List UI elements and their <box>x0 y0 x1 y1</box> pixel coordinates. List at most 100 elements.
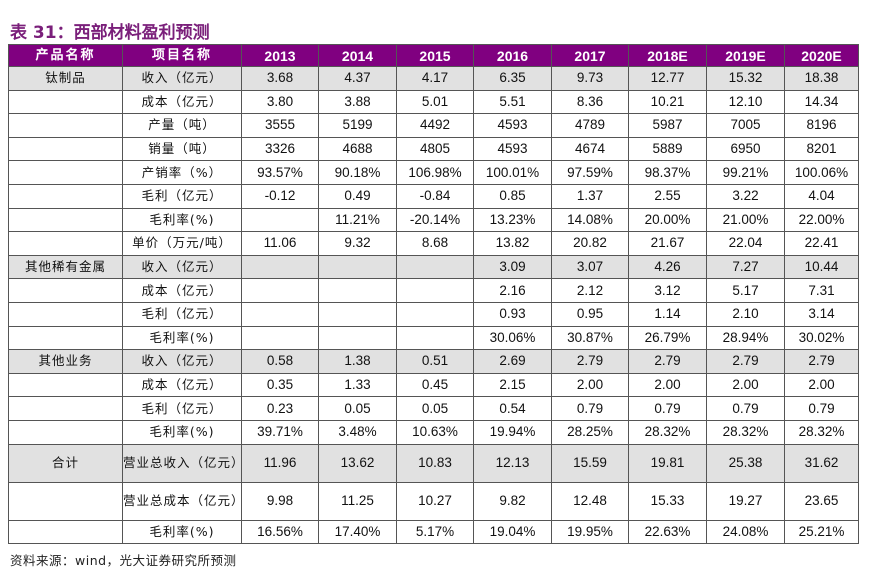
value-cell: 25.38 <box>706 443 785 483</box>
column-header: 项目名称 <box>122 44 242 67</box>
product-name-cell <box>8 519 123 545</box>
value-cell: 14.34 <box>784 89 859 115</box>
table-row: 毛利（亿元） 0.23 0.05 0.05 0.54 0.79 0.79 0.79 0.79 <box>8 396 859 421</box>
item-name-cell: 单价（万元/吨） <box>122 231 242 256</box>
value-cell: 7.27 <box>706 254 785 280</box>
value-cell: 99.21% <box>706 160 785 185</box>
value-cell: 90.18% <box>318 160 397 185</box>
value-cell: 19.95% <box>551 519 629 545</box>
column-header: 2016 <box>473 44 552 67</box>
column-header: 2014 <box>318 44 397 67</box>
value-cell: 2.00 <box>628 372 707 398</box>
value-cell: 3.07 <box>551 254 629 280</box>
value-cell: 14.08% <box>551 207 629 233</box>
value-cell: 5.51 <box>473 89 552 115</box>
value-cell: 0.54 <box>473 396 552 421</box>
value-cell: 3.48% <box>318 419 397 445</box>
value-cell: 93.57% <box>241 160 319 185</box>
value-cell: 4805 <box>396 136 474 162</box>
item-name-cell: 营业总收入（亿元） <box>122 443 244 483</box>
value-cell <box>241 207 319 233</box>
table-row: 成本（亿元） 2.16 2.12 3.12 5.17 7.31 <box>8 278 859 303</box>
value-cell: 3555 <box>241 113 319 138</box>
header-row: 产品名称 项目名称 2013 2014 2015 2016 2017 2018E 2019E 20… <box>8 44 859 67</box>
item-name-cell: 成本（亿元） <box>122 372 242 398</box>
value-cell: 19.94% <box>473 419 552 445</box>
value-cell: 22.41 <box>784 231 859 256</box>
value-cell: 100.01% <box>473 160 552 185</box>
column-header: 2017 <box>551 44 629 67</box>
value-cell: 9.82 <box>473 481 552 521</box>
table-row: 产量（吨） 3555 5199 4492 4593 4789 5987 7005 8196 <box>8 113 859 138</box>
table-row: 毛利率(%) 11.21% -20.14% 13.23% 14.08% 20.00% 21.… <box>8 207 859 233</box>
value-cell: 28.25% <box>551 419 629 445</box>
item-name-cell: 收入（亿元） <box>122 254 242 280</box>
product-name-cell: 钛制品 <box>8 66 123 91</box>
value-cell: 12.48 <box>551 481 629 521</box>
product-name-cell: 其他稀有金属 <box>8 254 123 280</box>
item-name-cell: 收入（亿元） <box>122 349 242 374</box>
value-cell: 2.55 <box>628 183 707 209</box>
item-name-cell: 毛利（亿元） <box>122 301 242 327</box>
value-cell: 9.32 <box>318 231 397 256</box>
value-cell: 0.95 <box>551 301 629 327</box>
value-cell: 10.83 <box>396 443 474 483</box>
value-cell: 0.58 <box>241 349 319 374</box>
value-cell: 22.00% <box>784 207 859 233</box>
value-cell: 4.04 <box>784 183 859 209</box>
value-cell: 1.33 <box>318 372 397 398</box>
item-name-cell: 成本（亿元） <box>122 278 242 303</box>
value-cell: 2.00 <box>706 372 785 398</box>
value-cell: 19.27 <box>706 481 785 521</box>
value-cell: 5199 <box>318 113 397 138</box>
value-cell: 18.38 <box>784 66 859 91</box>
value-cell: 11.25 <box>318 481 397 521</box>
value-cell: 100.06% <box>784 160 859 185</box>
value-cell: 9.98 <box>241 481 319 521</box>
value-cell: 3.09 <box>473 254 552 280</box>
item-name-cell: 毛利率(%) <box>122 419 242 445</box>
value-cell: 2.00 <box>784 372 859 398</box>
value-cell: 2.79 <box>784 349 859 374</box>
table-row: 单价（万元/吨） 11.06 9.32 8.68 13.82 20.82 21.67 22.0… <box>8 231 859 256</box>
item-name-cell: 毛利率(%) <box>122 207 242 233</box>
value-cell: 4.17 <box>396 66 474 91</box>
value-cell: 17.40% <box>318 519 397 545</box>
value-cell: 20.00% <box>628 207 707 233</box>
item-name-cell: 产销率（%） <box>122 160 242 185</box>
value-cell: 2.12 <box>551 278 629 303</box>
value-cell: 8201 <box>784 136 859 162</box>
value-cell: 3.22 <box>706 183 785 209</box>
value-cell: 24.08% <box>706 519 785 545</box>
value-cell: 2.15 <box>473 372 552 398</box>
value-cell: 10.27 <box>396 481 474 521</box>
value-cell: 13.82 <box>473 231 552 256</box>
column-header: 2013 <box>241 44 319 67</box>
value-cell: 23.65 <box>784 481 859 521</box>
product-name-cell <box>8 231 123 256</box>
value-cell: 0.05 <box>318 396 397 421</box>
product-name-cell: 合计 <box>8 443 123 483</box>
value-cell: 5987 <box>628 113 707 138</box>
value-cell: 4789 <box>551 113 629 138</box>
product-name-cell <box>8 325 123 351</box>
value-cell: 1.14 <box>628 301 707 327</box>
product-name-cell <box>8 136 123 162</box>
product-name-cell <box>8 89 123 115</box>
table-row: 毛利率(%) 16.56% 17.40% 5.17% 19.04% 19.95% 22.63… <box>8 519 859 545</box>
value-cell: 7005 <box>706 113 785 138</box>
product-name-cell <box>8 113 123 138</box>
value-cell: 0.85 <box>473 183 552 209</box>
item-name-cell: 收入（亿元） <box>122 66 242 91</box>
value-cell: 5889 <box>628 136 707 162</box>
value-cell: 98.37% <box>628 160 707 185</box>
value-cell: 97.59% <box>551 160 629 185</box>
value-cell: 2.79 <box>628 349 707 374</box>
value-cell: 12.77 <box>628 66 707 91</box>
value-cell: 8.36 <box>551 89 629 115</box>
value-cell: 5.17 <box>706 278 785 303</box>
value-cell <box>396 325 474 351</box>
product-name-cell <box>8 396 123 421</box>
value-cell: 30.06% <box>473 325 552 351</box>
column-header: 2019E <box>706 44 785 67</box>
